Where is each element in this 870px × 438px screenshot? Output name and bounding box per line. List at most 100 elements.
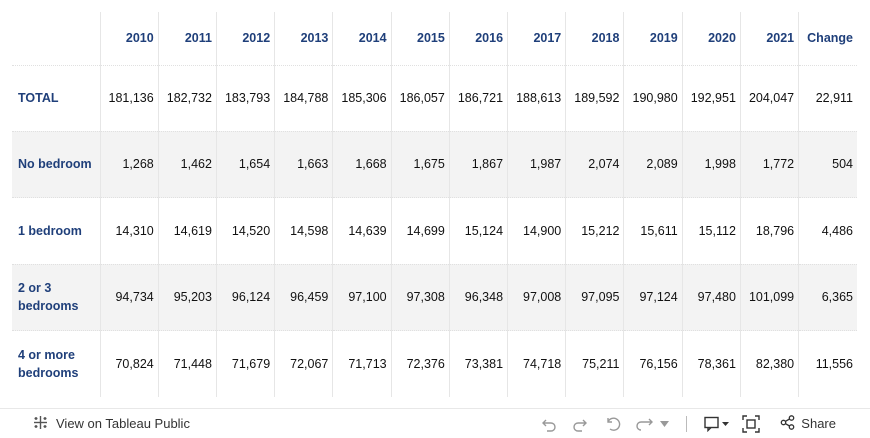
table-cell: 4,486 xyxy=(798,197,857,264)
table-cell: 1,668 xyxy=(332,130,392,198)
table-cell: 73,381 xyxy=(448,330,508,397)
column-header: 2021 xyxy=(739,12,799,65)
table-row: No bedroom 1,268 1,462 1,654 1,663 1,668 1,675… xyxy=(12,130,857,198)
table-cell: 183,793 xyxy=(215,64,275,131)
table-cell: 95,203 xyxy=(157,263,217,331)
table-cell: 76,156 xyxy=(623,330,683,397)
comment-icon[interactable] xyxy=(700,409,734,438)
corner-cell xyxy=(12,12,100,65)
table-cell: 71,448 xyxy=(157,330,217,397)
tableau-logo-icon xyxy=(33,415,56,433)
table-cell: 14,598 xyxy=(274,197,333,264)
table-cell: 2,074 xyxy=(565,130,624,198)
share-button[interactable]: Share xyxy=(768,409,870,438)
table-cell: 1,867 xyxy=(448,130,508,198)
share-label: Share xyxy=(801,416,836,431)
total-row: TOTAL 181,136 182,732 183,793 184,788 185,306… xyxy=(12,64,857,131)
table-cell: 18,796 xyxy=(739,197,799,264)
table-cell: 204,047 xyxy=(739,64,799,131)
undo-icon[interactable] xyxy=(535,409,563,438)
column-header: 2019 xyxy=(623,12,683,65)
chevron-down-icon[interactable] xyxy=(655,409,673,438)
table-cell: 14,900 xyxy=(507,197,566,264)
column-header: 2014 xyxy=(332,12,392,65)
tableau-toolbar: View on Tableau Public Share xyxy=(0,408,870,438)
table-cell: 186,057 xyxy=(390,64,450,131)
table-cell: 96,459 xyxy=(274,263,333,331)
table-cell: 1,654 xyxy=(215,130,275,198)
column-header: 2012 xyxy=(215,12,275,65)
table-cell: 2,089 xyxy=(623,130,683,198)
table-cell: 15,124 xyxy=(448,197,508,264)
table-cell: 97,308 xyxy=(390,263,450,331)
column-header: 2016 xyxy=(448,12,508,65)
table-cell: 188,613 xyxy=(507,64,566,131)
view-on-tableau-public-label: View on Tableau Public xyxy=(56,416,190,431)
table-cell: 189,592 xyxy=(565,64,624,131)
row-label: 2 or 3 bedrooms xyxy=(12,263,100,331)
table-cell: 1,998 xyxy=(681,130,741,198)
table-cell: 185,306 xyxy=(332,64,392,131)
table-cell: 1,663 xyxy=(274,130,333,198)
table-cell: 14,520 xyxy=(215,197,275,264)
table-cell: 15,611 xyxy=(623,197,683,264)
table-cell: 1,268 xyxy=(99,130,159,198)
table-cell: 15,112 xyxy=(681,197,741,264)
column-header: 2018 xyxy=(565,12,624,65)
table-cell: 78,361 xyxy=(681,330,741,397)
toolbar-divider xyxy=(686,415,688,432)
table-cell: 97,008 xyxy=(507,263,566,331)
table-cell: 101,099 xyxy=(739,263,799,331)
row-label: 4 or more bedrooms xyxy=(12,330,100,397)
table-cell: 1,462 xyxy=(157,130,217,198)
column-header: 2011 xyxy=(157,12,217,65)
table-cell: 22,911 xyxy=(798,64,857,131)
redo-icon[interactable] xyxy=(563,409,597,438)
table-cell: 96,124 xyxy=(215,263,275,331)
header-row: 2010 2011 2012 2013 2014 2015 2016 2017 … xyxy=(12,12,857,65)
table-cell: 74,718 xyxy=(507,330,566,397)
table-cell: 15,212 xyxy=(565,197,624,264)
table-cell: 14,699 xyxy=(390,197,450,264)
column-header: 2020 xyxy=(681,12,741,65)
fullscreen-icon[interactable] xyxy=(734,409,768,438)
column-header: 2010 xyxy=(99,12,159,65)
table-row: 1 bedroom 14,310 14,619 14,520 14,598 14,639 1… xyxy=(12,197,857,264)
table-cell: 14,310 xyxy=(99,197,159,264)
table-cell: 504 xyxy=(798,130,857,198)
row-label: No bedroom xyxy=(12,130,100,198)
table-cell: 97,095 xyxy=(565,263,624,331)
table-cell: 71,679 xyxy=(215,330,275,397)
table-cell: 181,136 xyxy=(99,64,159,131)
table-cell: 11,556 xyxy=(798,330,857,397)
table-cell: 71,713 xyxy=(332,330,392,397)
refresh-icon[interactable] xyxy=(633,409,655,438)
crosstab-viz: 2010 2011 2012 2013 2014 2015 2016 2017 … xyxy=(12,12,858,404)
table-cell: 75,211 xyxy=(565,330,624,397)
row-label: TOTAL xyxy=(12,64,100,131)
table-cell: 6,365 xyxy=(798,263,857,331)
table-cell: 72,376 xyxy=(390,330,450,397)
view-on-tableau-public-link[interactable]: View on Tableau Public xyxy=(33,415,190,433)
table-cell: 82,380 xyxy=(739,330,799,397)
table-cell: 97,480 xyxy=(681,263,741,331)
table-cell: 96,348 xyxy=(448,263,508,331)
row-label: 1 bedroom xyxy=(12,197,100,264)
table-cell: 1,987 xyxy=(507,130,566,198)
table-cell: 94,734 xyxy=(99,263,159,331)
table-cell: 1,772 xyxy=(739,130,799,198)
column-header: 2017 xyxy=(507,12,566,65)
table-row: 2 or 3 bedrooms 94,734 95,203 96,124 96,459 9… xyxy=(12,263,857,331)
table-cell: 97,124 xyxy=(623,263,683,331)
table-cell: 97,100 xyxy=(332,263,392,331)
table-cell: 14,619 xyxy=(157,197,217,264)
toolbar-actions: Share xyxy=(535,409,870,438)
column-header: 2015 xyxy=(390,12,450,65)
table-cell: 14,639 xyxy=(332,197,392,264)
table-cell: 1,675 xyxy=(390,130,450,198)
table-cell: 72,067 xyxy=(274,330,333,397)
revert-icon[interactable] xyxy=(597,409,633,438)
data-table: 2010 2011 2012 2013 2014 2015 2016 2017 … xyxy=(12,12,857,397)
table-cell: 70,824 xyxy=(99,330,159,397)
share-icon xyxy=(780,414,795,433)
